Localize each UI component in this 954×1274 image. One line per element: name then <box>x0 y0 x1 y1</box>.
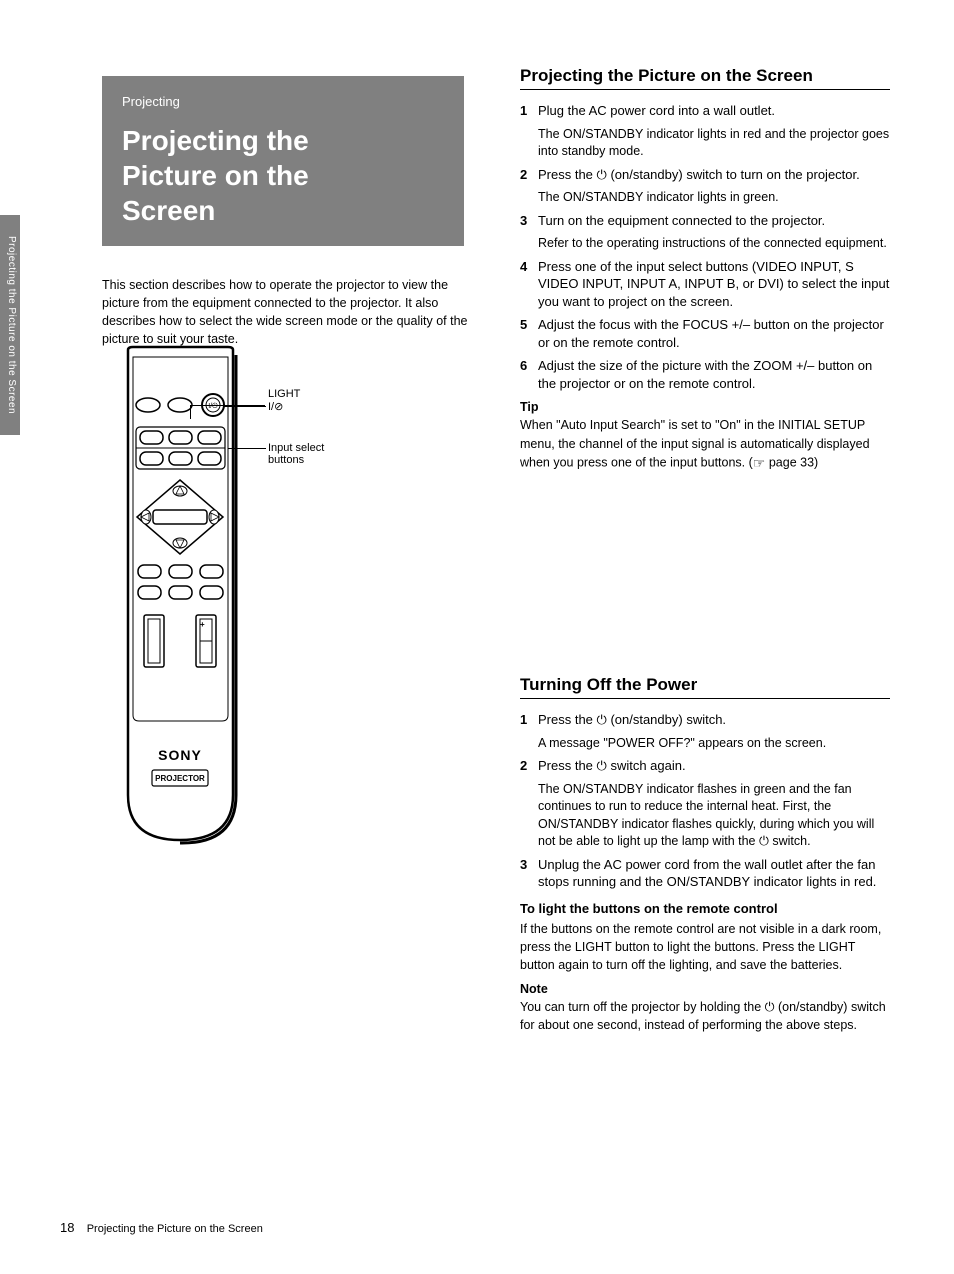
off-step-2-sub: The ON/STANDBY indicator flashes in gree… <box>538 781 890 851</box>
step-2: 2 Press the ⏻ (on/standby) switch to tur… <box>520 166 890 184</box>
remote-svg: I/⏻ + SONY PR <box>108 345 253 845</box>
step-4: 4 Press one of the input select buttons … <box>520 258 890 311</box>
off-step-1-sub: A message "POWER OFF?" appears on the sc… <box>538 735 890 753</box>
section-poweroff: Turning Off the Power 1 Press the ⏻ (on/… <box>520 675 890 1040</box>
title-overline: Projecting <box>122 94 444 109</box>
svg-text:SONY: SONY <box>158 747 202 763</box>
heading-projecting: Projecting the Picture on the Screen <box>520 66 890 90</box>
side-tab: Projecting the Picture on the Screen <box>0 215 20 435</box>
remote-figure: I/⏻ + SONY PR <box>108 345 253 845</box>
page-number: 18 <box>60 1220 74 1235</box>
hand-icon: ☞ <box>753 453 766 473</box>
off-1b: (on/standby) switch. <box>607 712 726 727</box>
step-1-num: 1 <box>520 102 538 120</box>
callout-inputs: Input select buttons <box>268 442 358 466</box>
step-5-num: 5 <box>520 316 538 351</box>
note-hd: Note <box>520 982 890 996</box>
callout-io: I/⊘ <box>268 400 283 413</box>
step-5-text: Adjust the focus with the FOCUS +/– butt… <box>538 316 890 351</box>
light-para: If the buttons on the remote control are… <box>520 920 890 974</box>
step-3-text: Turn on the equipment connected to the p… <box>538 212 890 230</box>
off-step-3-text: Unplug the AC power cord from the wall o… <box>538 856 890 891</box>
step-1-text: Plug the AC power cord into a wall outle… <box>538 102 890 120</box>
note-a: You can turn off the projector by holdin… <box>520 1000 765 1014</box>
step-5: 5 Adjust the focus with the FOCUS +/– bu… <box>520 316 890 351</box>
step-2-text: Press the ⏻ (on/standby) switch to turn … <box>538 166 890 184</box>
heading-poweroff: Turning Off the Power <box>520 675 890 699</box>
off-step-2: 2 Press the ⏻ switch again. <box>520 757 890 775</box>
callout-line-light-v <box>190 405 191 419</box>
intro-para: This section describes how to operate th… <box>102 276 484 349</box>
off-step-2-num: 2 <box>520 757 538 775</box>
step-6-num: 6 <box>520 357 538 392</box>
step-2-a: Press the <box>538 167 597 182</box>
callout-line-io <box>224 406 266 407</box>
tip-para: When "Auto Input Search" is set to "On" … <box>520 416 890 473</box>
intro-block: This section describes how to operate th… <box>102 276 484 355</box>
off-2c2: switch. <box>769 834 811 848</box>
svg-text:PROJECTOR: PROJECTOR <box>155 774 205 783</box>
step-1-sub: The ON/STANDBY indicator lights in red a… <box>538 126 890 161</box>
callout-light: LIGHT <box>268 388 300 400</box>
footer: 18 Projecting the Picture on the Screen <box>60 1220 263 1235</box>
title-main: Projecting the Picture on the Screen <box>122 123 444 228</box>
tip-ref: page 33) <box>765 455 818 469</box>
off-2a: Press the <box>538 758 597 773</box>
title-line2: Picture on the <box>122 160 309 191</box>
callout-line-inputs <box>228 448 266 449</box>
off-step-1-num: 1 <box>520 711 538 729</box>
off-step-3: 3 Unplug the AC power cord from the wall… <box>520 856 890 891</box>
off-1a: Press the <box>538 712 597 727</box>
title-line1: Projecting the <box>122 125 309 156</box>
step-6-text: Adjust the size of the picture with the … <box>538 357 890 392</box>
title-block: Projecting Projecting the Picture on the… <box>102 76 464 246</box>
step-2-sub: The ON/STANDBY indicator lights in green… <box>538 189 890 207</box>
tip-hd: Tip <box>520 400 890 414</box>
off-step-2-text: Press the ⏻ switch again. <box>538 757 890 775</box>
svg-text:I/⏻: I/⏻ <box>208 402 218 410</box>
note-para: You can turn off the projector by holdin… <box>520 998 890 1034</box>
footer-text: Projecting the Picture on the Screen <box>87 1223 263 1235</box>
step-2-b: (on/standby) switch to turn on the proje… <box>607 167 860 182</box>
section-projecting: Projecting the Picture on the Screen 1 P… <box>520 66 890 479</box>
svg-text:+: + <box>200 620 205 629</box>
off-step-3-num: 3 <box>520 856 538 891</box>
step-3: 3 Turn on the equipment connected to the… <box>520 212 890 230</box>
step-4-text: Press one of the input select buttons (V… <box>538 258 890 311</box>
step-3-num: 3 <box>520 212 538 230</box>
step-4-num: 4 <box>520 258 538 311</box>
step-2-num: 2 <box>520 166 538 184</box>
title-line3: Screen <box>122 195 215 226</box>
off-step-1-text: Press the ⏻ (on/standby) switch. <box>538 711 890 729</box>
off-2b: switch again. <box>607 758 686 773</box>
off-2c: The ON/STANDBY indicator flashes in gree… <box>538 782 874 849</box>
step-6: 6 Adjust the size of the picture with th… <box>520 357 890 392</box>
off-step-1: 1 Press the ⏻ (on/standby) switch. <box>520 711 890 729</box>
step-3-sub: Refer to the operating instructions of t… <box>538 235 890 253</box>
light-hd: To light the buttons on the remote contr… <box>520 901 890 916</box>
step-1: 1 Plug the AC power cord into a wall out… <box>520 102 890 120</box>
